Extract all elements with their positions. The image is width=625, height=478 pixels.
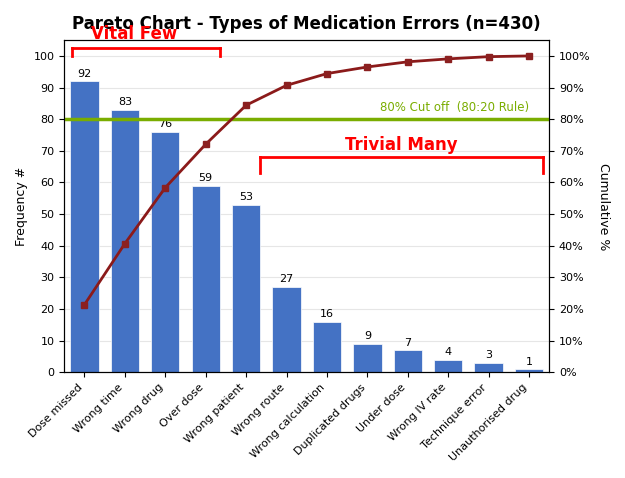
Bar [192,185,220,372]
Y-axis label: Cumulative %: Cumulative % [597,163,610,250]
Text: 16: 16 [320,309,334,319]
Text: 4: 4 [444,347,452,357]
Text: 76: 76 [158,120,172,130]
Y-axis label: Frequency #: Frequency # [15,167,28,246]
Text: 27: 27 [279,274,294,284]
Text: 7: 7 [404,337,411,348]
Bar [312,322,341,372]
Bar [474,363,502,372]
Title: Pareto Chart - Types of Medication Errors (n=430): Pareto Chart - Types of Medication Error… [72,15,541,33]
Bar [353,344,381,372]
Bar [111,110,139,372]
Text: 80% Cut off  (80:20 Rule): 80% Cut off (80:20 Rule) [380,101,529,114]
Bar [151,132,179,372]
Text: Vital Few: Vital Few [91,25,177,43]
Text: 92: 92 [78,69,92,79]
Bar [71,81,99,372]
Text: 1: 1 [526,357,532,367]
Text: Trivial Many: Trivial Many [346,136,458,154]
Text: 9: 9 [364,331,371,341]
Bar [272,287,301,372]
Text: 59: 59 [199,173,212,183]
Bar [434,359,462,372]
Text: 83: 83 [118,97,132,107]
Bar [394,350,422,372]
Bar [515,369,543,372]
Bar [232,205,260,372]
Text: 53: 53 [239,192,253,202]
Text: 3: 3 [485,350,492,360]
